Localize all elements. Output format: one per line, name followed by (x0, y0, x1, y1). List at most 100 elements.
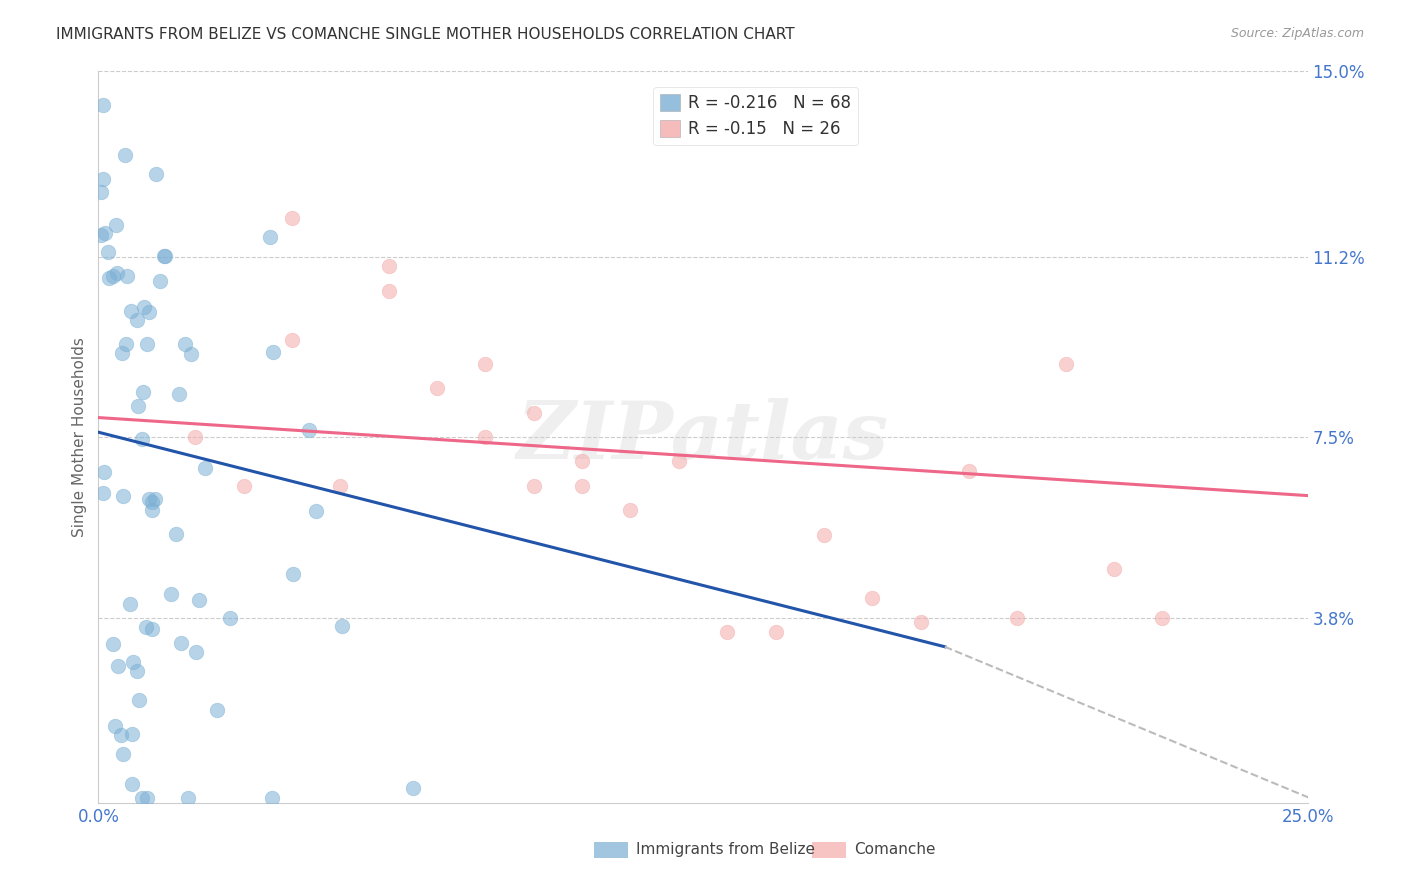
Point (377, 284, 399, 298)
Point (114, 336, 136, 351)
Point (329, 479, 352, 493)
Point (104, 719, 127, 733)
Point (97, 271, 120, 285)
Point (281, 333, 304, 347)
Point (93, 465, 115, 479)
Point (184, 430, 207, 444)
Point (152, 249, 174, 263)
Point (619, 503, 641, 517)
Point (167, 387, 190, 401)
Point (101, 269, 124, 284)
Point (122, 656, 145, 670)
Point (910, 615, 932, 630)
Text: Comanche: Comanche (855, 842, 935, 857)
Point (232, 479, 254, 493)
Point (165, 527, 187, 541)
Point (1152, 610, 1174, 624)
Point (90, 228, 112, 243)
Point (125, 313, 148, 327)
Point (121, 726, 143, 740)
Point (141, 622, 163, 636)
Point (474, 430, 496, 444)
Point (860, 591, 883, 605)
Point (107, 266, 129, 280)
Point (131, 433, 153, 447)
Point (127, 664, 149, 678)
Point (474, 357, 496, 371)
Point (281, 566, 304, 581)
Point (188, 593, 211, 607)
Point (149, 274, 172, 288)
Point (141, 495, 163, 509)
Point (668, 454, 690, 468)
Point (160, 586, 183, 600)
Point (127, 399, 149, 413)
Point (141, 503, 163, 517)
Point (90, 185, 112, 199)
Point (132, 384, 155, 399)
Point (135, 791, 157, 805)
Point (377, 260, 399, 274)
Point (1007, 610, 1029, 624)
Point (112, 489, 135, 503)
Point (128, 693, 150, 707)
Point (131, 791, 153, 805)
Point (716, 625, 738, 640)
Text: Immigrants from Belize: Immigrants from Belize (637, 842, 815, 857)
Point (426, 381, 449, 395)
Point (104, 218, 127, 232)
Point (523, 479, 546, 493)
Point (170, 635, 193, 649)
Point (138, 492, 160, 507)
Point (153, 250, 176, 264)
Point (523, 406, 546, 420)
Text: ZIPatlas: ZIPatlas (517, 399, 889, 475)
Point (298, 423, 321, 437)
Point (262, 791, 284, 805)
Point (121, 303, 143, 318)
Point (330, 619, 353, 633)
Point (118, 598, 141, 612)
Point (121, 777, 143, 791)
Point (111, 747, 134, 761)
Point (957, 464, 980, 478)
Point (97, 244, 120, 259)
Point (1102, 562, 1125, 576)
Point (205, 703, 228, 717)
Point (145, 167, 167, 181)
Point (305, 504, 328, 518)
Point (138, 304, 160, 318)
Point (143, 491, 166, 506)
Point (1054, 357, 1077, 371)
Point (91, 171, 114, 186)
FancyBboxPatch shape (595, 841, 628, 858)
Point (259, 230, 281, 244)
Point (219, 611, 242, 625)
Point (114, 148, 136, 162)
Point (93, 485, 115, 500)
Point (134, 301, 156, 315)
Legend: R = -0.216   N = 68, R = -0.15   N = 26: R = -0.216 N = 68, R = -0.15 N = 26 (654, 87, 858, 145)
FancyBboxPatch shape (811, 841, 845, 858)
Point (173, 336, 195, 351)
Point (194, 461, 217, 475)
Point (134, 620, 156, 634)
Point (571, 454, 593, 468)
Point (117, 269, 139, 284)
Point (91, 98, 114, 112)
Point (262, 345, 284, 359)
Point (107, 658, 129, 673)
Point (111, 346, 134, 360)
Point (136, 337, 159, 351)
Point (180, 347, 202, 361)
Point (186, 645, 208, 659)
Point (571, 479, 593, 493)
Y-axis label: Single Mother Households: Single Mother Households (72, 337, 87, 537)
Point (177, 791, 200, 805)
Point (110, 728, 132, 742)
Point (94, 226, 117, 240)
Text: IMMIGRANTS FROM BELIZE VS COMANCHE SINGLE MOTHER HOUSEHOLDS CORRELATION CHART: IMMIGRANTS FROM BELIZE VS COMANCHE SINGL… (56, 27, 794, 42)
Text: Source: ZipAtlas.com: Source: ZipAtlas.com (1230, 27, 1364, 40)
Point (402, 781, 425, 796)
Point (101, 637, 124, 651)
